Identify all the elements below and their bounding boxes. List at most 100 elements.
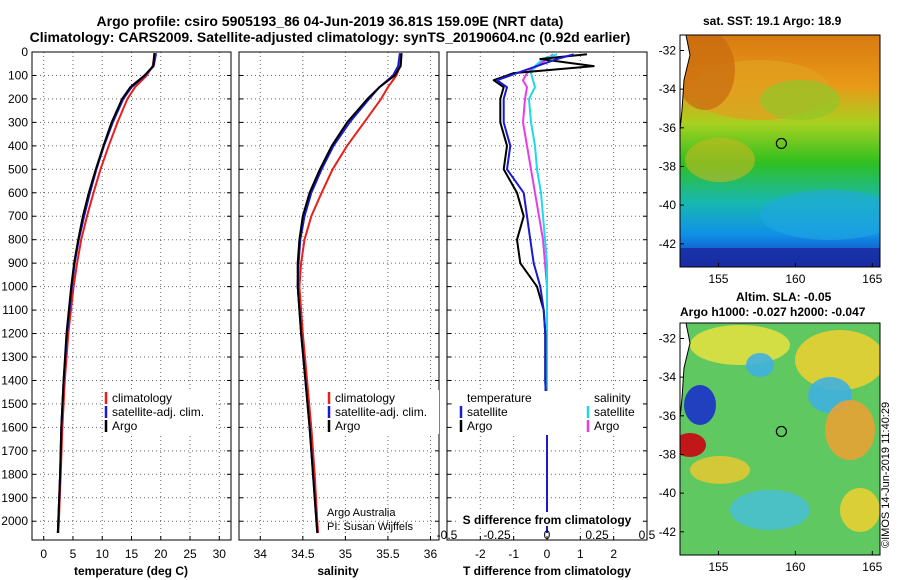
depth-tick-1200: 1200 [1,327,28,341]
sst-ytick--32: -32 [659,43,677,57]
depth-tick-100: 100 [8,68,28,82]
diff-xtick--1: -1 [508,547,519,561]
depth-tick-1000: 1000 [1,280,28,294]
sla-map: 155 160 165 -32 -34 -36 -38 -40 -42 [659,322,883,574]
sal-xtick-36: 36 [424,547,438,561]
diff-sec-tick--0.25: -0.25 [483,528,511,542]
depth-axis: 0 100 200 300 400 500 600 700 800 900 1000 1100 1200… [1,45,28,528]
sst-map-frame [679,34,881,268]
sla-high-2 [795,330,880,390]
temp-xtick-5: 5 [70,547,77,561]
depth-tick-700: 700 [8,209,28,223]
diff-sec-tick-0.5: 0.5 [639,528,656,542]
sst-mid-patch [760,80,840,120]
sst-map-features [680,35,880,267]
sst-xtick-155: 155 [708,272,728,286]
sla-xtick-160: 160 [785,560,805,574]
s-difference-label-bg [456,512,642,526]
depth-tick-300: 300 [8,115,28,129]
diff-xtick--2: -2 [475,547,486,561]
diff-legend-temperature-title: temperature [467,391,532,405]
depth-tick-500: 500 [8,162,28,176]
sla-high-3 [690,456,750,484]
legend-argo-label: Argo [112,419,138,433]
sla-low-1 [684,385,716,425]
coastline-sla [680,323,691,419]
sst-cold-band [680,248,880,267]
sst-ytick--40: -40 [659,198,677,212]
sal-xtick-34: 34 [254,547,268,561]
temp-line-climatology [57,53,156,534]
sal-line-argo [296,53,403,534]
sla-ytick--34: -34 [659,370,677,384]
diff-legend-s-argo-label: Argo [594,419,620,433]
depth-tick-1300: 1300 [1,350,28,364]
diff-xtick-2: 2 [610,547,617,561]
sla-map-frame [679,322,881,556]
temp-xtick-0: 0 [40,547,47,561]
depth-tick-400: 400 [8,139,28,153]
legend-satellite-label: satellite-adj. clim. [112,405,204,419]
temp-xtick-20: 20 [154,547,168,561]
sst-xtick-165: 165 [862,272,882,286]
depth-tick-200: 200 [8,92,28,106]
sal-xtick-35: 35 [339,547,353,561]
sst-warm-coast [680,35,735,110]
difference-legend: temperature salinity satellite Argo sate… [455,391,641,435]
depth-tick-900: 900 [8,256,28,270]
temp-line-argo [56,53,156,534]
temperature-legend-bg [103,390,216,434]
s-difference-label: S difference from climatology [463,513,632,527]
sal-legend-argo-label: Argo [335,419,361,433]
sst-map-title: sat. SST: 19.1 Argo: 18.9 [703,14,842,28]
salinity-panel: 34 34.5 35 35.5 36 salinity Argo Australia P… [238,51,440,578]
sal-xtick-34.5: 34.5 [291,547,315,561]
sst-ytick--38: -38 [659,159,677,173]
land-mask-sst [680,35,690,130]
temp-xtick-10: 10 [96,547,110,561]
salinity-xlabel: salinity [317,564,359,578]
sla-map-title-line2: Argo h1000: -0.027 h2000: -0.047 [680,305,866,319]
diff-sec-tick--0.5: -0.5 [437,528,458,542]
diff-legend-s-satellite-label: satellite [594,405,635,419]
diff-legend-t-argo-label: Argo [467,419,493,433]
difference-legend-bg [455,391,641,435]
temp-xtick-25: 25 [183,547,197,561]
sst-ytick--34: -34 [659,82,677,96]
diff-xtick-1: 1 [577,547,584,561]
sla-ytick--36: -36 [659,409,677,423]
depth-tick-2000: 2000 [1,514,28,528]
figure-title-line1: Argo profile: csiro 5905193_86 04-Jun-20… [96,13,564,29]
sla-map-title-line1: Altim. SLA: -0.05 [736,290,832,304]
sal-line-climatology [298,53,403,534]
coastline-sst [680,35,691,131]
sal-legend-satellite-label: satellite-adj. clim. [335,405,427,419]
sla-low-4 [730,490,810,530]
sla-high-red [680,433,706,457]
sla-xtick-155: 155 [708,560,728,574]
difference-panel: -2 -1 0 1 2 T difference from climatology S … [437,51,656,578]
legend-climatology-label: climatology [112,391,172,405]
sst-ytick--42: -42 [659,237,677,251]
temperature-panel: 0 5 10 15 20 25 30 temperature (deg C) [31,51,232,578]
land-mask-sla [680,323,690,418]
sst-yellow-patch [685,138,755,182]
sst-xtick-160: 160 [785,272,805,286]
depth-tick-1600: 1600 [1,420,28,434]
sal-legend-climatology-label: climatology [335,391,395,405]
sla-ytick--38: -38 [659,447,677,461]
depth-tick-0: 0 [21,45,28,59]
diff-legend-salinity-title: salinity [594,391,631,405]
depth-tick-1700: 1700 [1,444,28,458]
sal-xtick-35.5: 35.5 [376,547,400,561]
salinity-plot-frame [238,51,440,541]
depth-tick-800: 800 [8,233,28,247]
t-difference-xlabel: T difference from climatology [463,564,631,578]
sla-high-5 [840,488,880,532]
sla-high-4 [825,400,875,460]
diff-sec-tick-0: 0 [544,528,551,542]
sla-ytick--40: -40 [659,486,677,500]
sst-map: 155 160 165 -32 -34 -36 -38 -40 -42 [659,34,883,286]
depth-tick-1900: 1900 [1,491,28,505]
